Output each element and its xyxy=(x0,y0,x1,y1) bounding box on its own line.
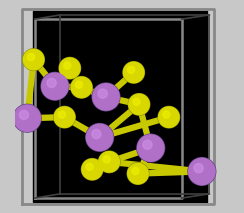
Circle shape xyxy=(64,62,71,69)
Circle shape xyxy=(98,89,107,98)
Circle shape xyxy=(129,94,149,115)
Circle shape xyxy=(188,158,216,185)
Circle shape xyxy=(159,107,179,127)
Circle shape xyxy=(163,111,170,118)
Circle shape xyxy=(128,66,135,73)
Circle shape xyxy=(99,152,120,172)
Circle shape xyxy=(123,62,144,83)
Circle shape xyxy=(127,163,149,184)
Circle shape xyxy=(23,49,44,70)
Circle shape xyxy=(59,58,81,79)
Circle shape xyxy=(19,110,29,119)
Circle shape xyxy=(132,167,139,175)
Circle shape xyxy=(93,84,119,110)
Circle shape xyxy=(13,104,41,132)
Circle shape xyxy=(137,134,165,162)
Circle shape xyxy=(58,111,65,118)
Circle shape xyxy=(103,156,110,163)
Circle shape xyxy=(75,81,82,88)
Circle shape xyxy=(54,106,75,128)
Circle shape xyxy=(71,77,92,98)
Polygon shape xyxy=(32,11,207,202)
Circle shape xyxy=(81,159,103,180)
Circle shape xyxy=(99,151,120,173)
Circle shape xyxy=(60,58,80,78)
Circle shape xyxy=(86,124,113,151)
Circle shape xyxy=(128,94,150,115)
Circle shape xyxy=(92,130,101,139)
Circle shape xyxy=(54,107,75,127)
Circle shape xyxy=(189,158,215,185)
Circle shape xyxy=(138,135,164,161)
Circle shape xyxy=(23,49,44,70)
Circle shape xyxy=(86,124,113,151)
Polygon shape xyxy=(16,0,228,213)
Circle shape xyxy=(133,98,140,105)
Circle shape xyxy=(123,62,144,83)
Circle shape xyxy=(42,73,68,99)
Circle shape xyxy=(47,78,56,88)
Circle shape xyxy=(41,72,69,100)
Circle shape xyxy=(28,53,35,61)
Circle shape xyxy=(14,105,41,131)
Circle shape xyxy=(92,83,120,111)
Circle shape xyxy=(128,163,148,184)
Circle shape xyxy=(82,159,102,180)
Circle shape xyxy=(86,163,93,170)
Circle shape xyxy=(71,77,92,98)
Circle shape xyxy=(143,140,152,149)
Circle shape xyxy=(194,164,203,173)
Circle shape xyxy=(158,106,180,128)
